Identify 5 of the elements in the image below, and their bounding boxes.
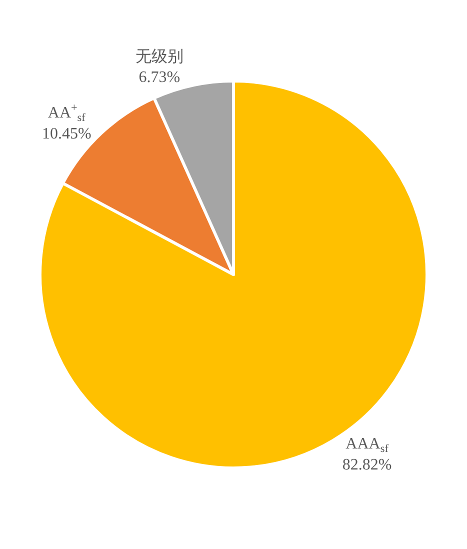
data-label: 6.73% [138,69,180,86]
slice-label: AAA$_{sf}$ [346,436,389,455]
slice-label: 无级别 [135,48,184,66]
data-label: 10.45% [42,126,92,143]
data-label: 82.82% [342,456,392,474]
